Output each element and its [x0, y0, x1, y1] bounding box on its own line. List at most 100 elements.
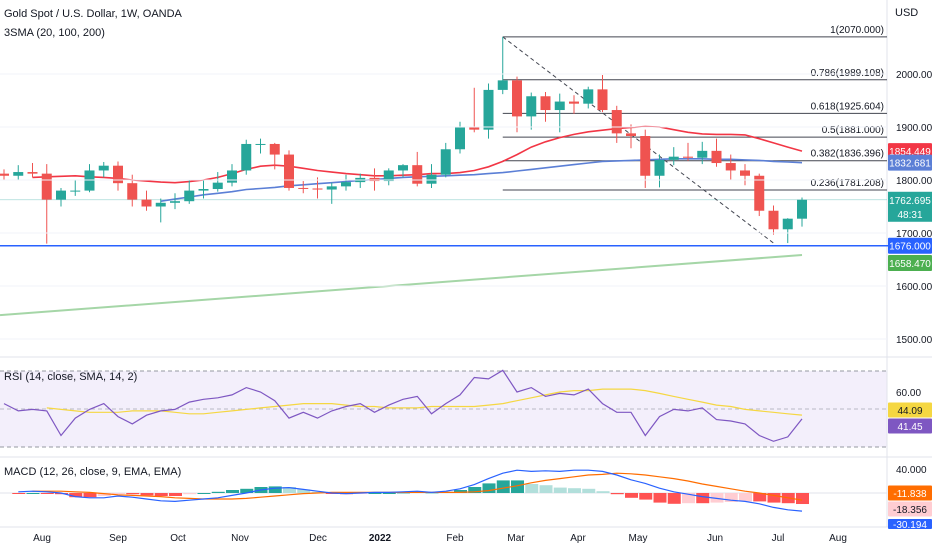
candle-body: [56, 190, 66, 200]
macd-histogram-bar: [197, 493, 211, 494]
candle-body: [369, 177, 380, 182]
macd-histogram-bar: [240, 488, 254, 493]
rsi-ma-tag-bg: [888, 402, 932, 418]
candle-body: [98, 165, 109, 171]
candle-body: [640, 136, 651, 176]
last-price-tag: 1762.695: [889, 196, 931, 207]
macd-line: [18, 469, 803, 512]
candle-body: [227, 170, 237, 183]
candle-body: [312, 188, 323, 190]
macd-histogram-bar: [482, 483, 496, 493]
candle-body: [526, 96, 537, 117]
candle-body: [113, 165, 123, 184]
candle-body: [27, 172, 38, 174]
macd-value-tag-bg: [888, 519, 932, 529]
macd-histogram-bar: [496, 480, 510, 493]
macd-histogram-bar: [154, 493, 168, 496]
macd-title: MACD (12, 26, close, 9, EMA, EMA): [4, 466, 181, 478]
rsi-title: RSI (14, close, SMA, 14, 2): [4, 371, 137, 383]
fib-level-label: 0.236(1781.208): [811, 178, 884, 189]
macd-histogram-bar: [382, 493, 396, 494]
macd-histogram-bar: [667, 493, 681, 504]
candle-body: [284, 154, 294, 188]
macd-value-tag: -30.194: [893, 520, 927, 531]
candle-body: [141, 199, 152, 207]
candle-body: [383, 170, 394, 182]
candle-body: [241, 143, 252, 171]
candle-body: [41, 173, 52, 200]
candle-body: [597, 89, 608, 111]
candle-body: [84, 170, 95, 191]
price-tick-label: 2000.000: [896, 70, 932, 81]
sma200-price-tag-bg: [888, 255, 932, 272]
macd-histogram-bar: [112, 493, 125, 494]
rsi-ma-tag: 44.09: [897, 406, 922, 417]
time-tick-label: Jun: [707, 533, 723, 544]
candle-body: [70, 190, 81, 192]
candle-body: [212, 182, 223, 190]
macd-histogram-bar: [767, 493, 781, 503]
fib-level-label: 1(2070.000): [830, 25, 884, 36]
macd-pane: [0, 469, 887, 512]
support-price-tag-bg: [888, 237, 932, 254]
sma-100-line: [160, 158, 803, 202]
price-tick-label: 1600.000: [896, 282, 932, 293]
candle-body: [611, 110, 622, 134]
time-tick-label: Aug: [829, 533, 847, 544]
time-tick-label: Mar: [507, 533, 525, 544]
time-tick-label: Aug: [33, 533, 51, 544]
macd-histogram-bar: [682, 493, 695, 504]
axis-layer: 2000.000 1900.000 1800.000 1700.000 1600.000…: [0, 70, 932, 544]
macd-signal-line: [32, 472, 803, 501]
sma100-price-tag-bg: [888, 154, 932, 171]
candle-body: [255, 143, 266, 145]
macd-histogram-bar: [283, 487, 296, 493]
candle-body: [0, 173, 9, 176]
macd-histogram-bar: [211, 491, 225, 493]
indicator-label: 3SMA (20, 100, 200): [4, 27, 105, 39]
time-tick-label: 2022: [369, 533, 392, 544]
time-tick-label: Dec: [309, 533, 327, 544]
price-tick-label: 1900.000: [896, 123, 932, 134]
macd-histogram-bar: [126, 493, 140, 495]
candle-body: [469, 127, 480, 130]
macd-histogram-bar: [553, 487, 567, 493]
candle-body: [668, 156, 679, 160]
candle-body: [127, 183, 138, 200]
candle-body: [797, 199, 807, 219]
countdown-tag: 48:31: [897, 210, 922, 221]
macd-signal-tag-bg: [888, 485, 932, 501]
candle-body: [782, 218, 793, 230]
macd-histogram-bar: [183, 493, 197, 495]
candle-body: [426, 174, 437, 184]
macd-histogram-bar: [12, 493, 26, 494]
candle-body: [412, 165, 423, 184]
macd-histogram-bar: [425, 493, 439, 494]
time-tick-label: Feb: [446, 533, 464, 544]
fib-trend-line: [502, 36, 774, 244]
candle-body: [512, 80, 522, 117]
candle-body: [725, 163, 736, 171]
candle-body: [455, 127, 465, 150]
candle-body: [711, 150, 722, 164]
macd-histogram-bar: [511, 480, 524, 493]
time-tick-label: Nov: [231, 533, 249, 544]
candle-body: [269, 143, 280, 155]
macd-tick-label: 40.000: [896, 465, 927, 476]
candle-body: [198, 189, 209, 191]
chart-title: Gold Spot / U.S. Dollar, 1W, OANDA: [4, 8, 183, 20]
candle-body: [583, 89, 594, 104]
candle-body: [754, 175, 765, 211]
fib-level-label: 0.618(1925.604): [811, 101, 884, 112]
macd-histogram-bar: [40, 493, 54, 494]
macd-histogram-bar: [468, 487, 482, 493]
candle-body: [398, 165, 408, 171]
time-tick-label: Jul: [772, 533, 785, 544]
macd-histogram-bar: [696, 493, 710, 504]
macd-histogram-bar: [169, 493, 182, 496]
rsi-value-tag-bg: [888, 418, 932, 434]
candle-body: [540, 96, 551, 111]
macd-histogram-bar: [97, 493, 111, 496]
